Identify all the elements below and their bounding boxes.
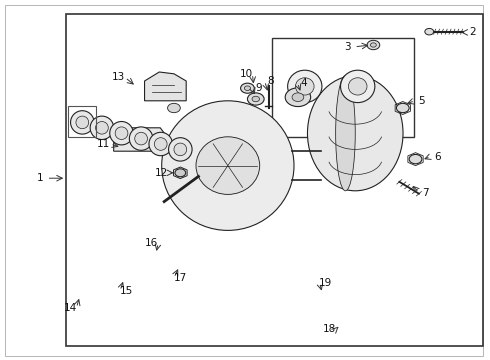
Circle shape bbox=[396, 103, 409, 113]
Text: 8: 8 bbox=[268, 76, 274, 86]
Ellipse shape bbox=[135, 132, 147, 145]
Text: 3: 3 bbox=[344, 42, 351, 52]
Ellipse shape bbox=[292, 93, 304, 102]
Ellipse shape bbox=[169, 138, 192, 161]
Text: 2: 2 bbox=[469, 27, 476, 37]
Circle shape bbox=[409, 154, 422, 164]
Text: 15: 15 bbox=[120, 286, 133, 296]
Ellipse shape bbox=[341, 70, 375, 103]
Text: 19: 19 bbox=[319, 278, 333, 288]
Polygon shape bbox=[114, 128, 168, 151]
Ellipse shape bbox=[76, 116, 89, 129]
Ellipse shape bbox=[162, 101, 294, 230]
Circle shape bbox=[245, 86, 250, 90]
Ellipse shape bbox=[196, 137, 260, 194]
Text: 16: 16 bbox=[145, 238, 159, 248]
Ellipse shape bbox=[154, 138, 167, 150]
Bar bbox=[272, 38, 414, 137]
Ellipse shape bbox=[96, 122, 108, 134]
Text: 4: 4 bbox=[300, 78, 307, 88]
Ellipse shape bbox=[110, 122, 133, 145]
Ellipse shape bbox=[288, 70, 322, 103]
Ellipse shape bbox=[71, 111, 94, 134]
Ellipse shape bbox=[129, 127, 153, 150]
Ellipse shape bbox=[174, 143, 187, 156]
Text: 14: 14 bbox=[63, 303, 77, 313]
Bar bbox=[68, 106, 96, 137]
Text: 1: 1 bbox=[37, 173, 44, 183]
Ellipse shape bbox=[285, 88, 311, 107]
Ellipse shape bbox=[308, 76, 403, 191]
Text: 6: 6 bbox=[434, 152, 441, 162]
Text: 13: 13 bbox=[112, 72, 125, 82]
Ellipse shape bbox=[295, 78, 314, 95]
Circle shape bbox=[370, 43, 376, 47]
Bar bbox=[66, 14, 483, 346]
Ellipse shape bbox=[348, 78, 367, 95]
Circle shape bbox=[241, 83, 254, 93]
Circle shape bbox=[367, 40, 380, 50]
Text: 18: 18 bbox=[322, 324, 336, 334]
Text: 17: 17 bbox=[173, 273, 187, 283]
Circle shape bbox=[175, 169, 186, 177]
Ellipse shape bbox=[90, 116, 114, 140]
Text: 5: 5 bbox=[418, 96, 425, 106]
Ellipse shape bbox=[149, 132, 172, 156]
Circle shape bbox=[247, 93, 264, 105]
Circle shape bbox=[425, 28, 434, 35]
Text: 10: 10 bbox=[240, 69, 252, 79]
Text: 7: 7 bbox=[422, 188, 429, 198]
Circle shape bbox=[252, 96, 260, 102]
Text: 11: 11 bbox=[97, 139, 111, 149]
Circle shape bbox=[168, 103, 180, 113]
Polygon shape bbox=[145, 72, 186, 101]
Ellipse shape bbox=[115, 127, 128, 140]
Text: 9: 9 bbox=[255, 83, 262, 93]
Ellipse shape bbox=[336, 76, 355, 191]
Text: 12: 12 bbox=[155, 168, 169, 178]
